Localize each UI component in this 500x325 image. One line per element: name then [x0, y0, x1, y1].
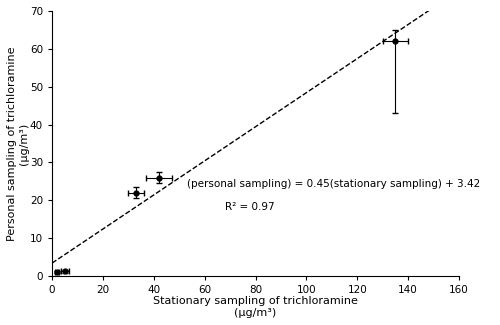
Text: (personal sampling) = 0.45(stationary sampling) + 3.42: (personal sampling) = 0.45(stationary sa… [187, 179, 480, 189]
Y-axis label: Personal sampling of trichloramine
(μg/m³): Personal sampling of trichloramine (μg/m… [7, 46, 28, 241]
X-axis label: Stationary sampling of trichloramine
(μg/m³): Stationary sampling of trichloramine (μg… [153, 296, 358, 318]
Text: R² = 0.97: R² = 0.97 [225, 202, 274, 212]
